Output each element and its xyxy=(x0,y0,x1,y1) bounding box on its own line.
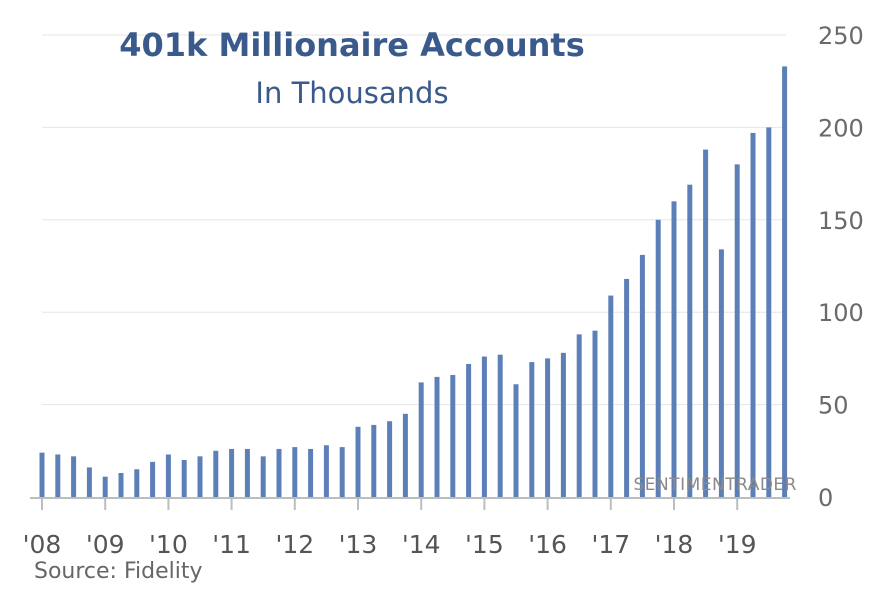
bar xyxy=(450,375,456,497)
bar xyxy=(592,330,598,497)
y-tick-label: 100 xyxy=(818,299,864,327)
bar xyxy=(703,149,709,498)
bar xyxy=(181,460,187,497)
bar xyxy=(213,450,219,497)
bar xyxy=(134,469,140,497)
x-tick-label: '15 xyxy=(465,530,504,559)
bar xyxy=(402,413,408,497)
bar xyxy=(434,376,440,497)
y-tick-labels: 0 50 100 150 200 250 xyxy=(818,22,864,512)
bar xyxy=(260,456,266,497)
bar xyxy=(150,461,156,497)
bar xyxy=(197,456,203,497)
bar xyxy=(244,448,250,497)
bar xyxy=(387,421,393,497)
gridlines xyxy=(42,34,786,406)
bar xyxy=(782,66,788,497)
bar xyxy=(608,295,614,497)
y-tick-label: 50 xyxy=(818,392,849,420)
x-tick-labels: '08 '09 '10 '11 '12 '13 '14 '15 '16 '17 '18 '19 xyxy=(23,530,757,559)
x-tick-label: '11 xyxy=(212,530,251,559)
y-tick-label: 250 xyxy=(818,22,864,50)
bar xyxy=(655,219,661,498)
bar xyxy=(513,384,519,497)
x-tick-label: '17 xyxy=(591,530,630,559)
bar xyxy=(165,454,171,497)
bar xyxy=(671,201,677,497)
x-tick-marks xyxy=(41,498,739,510)
y-tick-label: 200 xyxy=(818,114,864,142)
x-tick-label: '14 xyxy=(402,530,441,559)
source-note: Source: Fidelity xyxy=(34,559,203,584)
bar xyxy=(497,354,503,497)
x-tick-label: '12 xyxy=(275,530,314,559)
bar xyxy=(355,426,361,497)
bar xyxy=(481,356,487,497)
bar xyxy=(466,363,472,497)
bars xyxy=(39,66,788,498)
bar xyxy=(323,445,329,497)
y-tick-label: 0 xyxy=(818,484,833,512)
x-tick-label: '09 xyxy=(86,530,125,559)
bar xyxy=(766,127,772,498)
bar xyxy=(308,448,314,497)
bar xyxy=(718,249,724,497)
bar xyxy=(229,448,235,497)
bar xyxy=(86,467,92,497)
y-tick-label: 150 xyxy=(818,207,864,235)
bar xyxy=(339,447,345,497)
bar xyxy=(118,472,124,497)
x-tick-label: '19 xyxy=(718,530,757,559)
bar xyxy=(529,362,535,497)
bar xyxy=(292,447,298,497)
bar xyxy=(687,184,693,498)
watermark: SENTIMENTRADER xyxy=(633,475,797,495)
bar xyxy=(624,278,630,497)
x-tick-label: '16 xyxy=(528,530,567,559)
x-tick-label: '18 xyxy=(655,530,694,559)
bar xyxy=(102,476,108,497)
bar xyxy=(750,132,756,497)
bar xyxy=(276,448,282,497)
bar xyxy=(560,352,566,497)
bar xyxy=(71,456,77,497)
bar xyxy=(39,452,45,497)
bar xyxy=(734,164,740,498)
bar xyxy=(418,382,424,497)
x-tick-label: '10 xyxy=(149,530,188,559)
bar xyxy=(55,454,61,497)
x-tick-label: '13 xyxy=(339,530,378,559)
bar xyxy=(576,334,582,497)
chart-subtitle: In Thousands xyxy=(255,76,448,110)
bar xyxy=(545,358,551,497)
chart-title: 401k Millionaire Accounts xyxy=(119,26,584,64)
bar xyxy=(639,254,645,497)
bar xyxy=(371,424,377,497)
x-tick-label: '08 xyxy=(23,530,62,559)
